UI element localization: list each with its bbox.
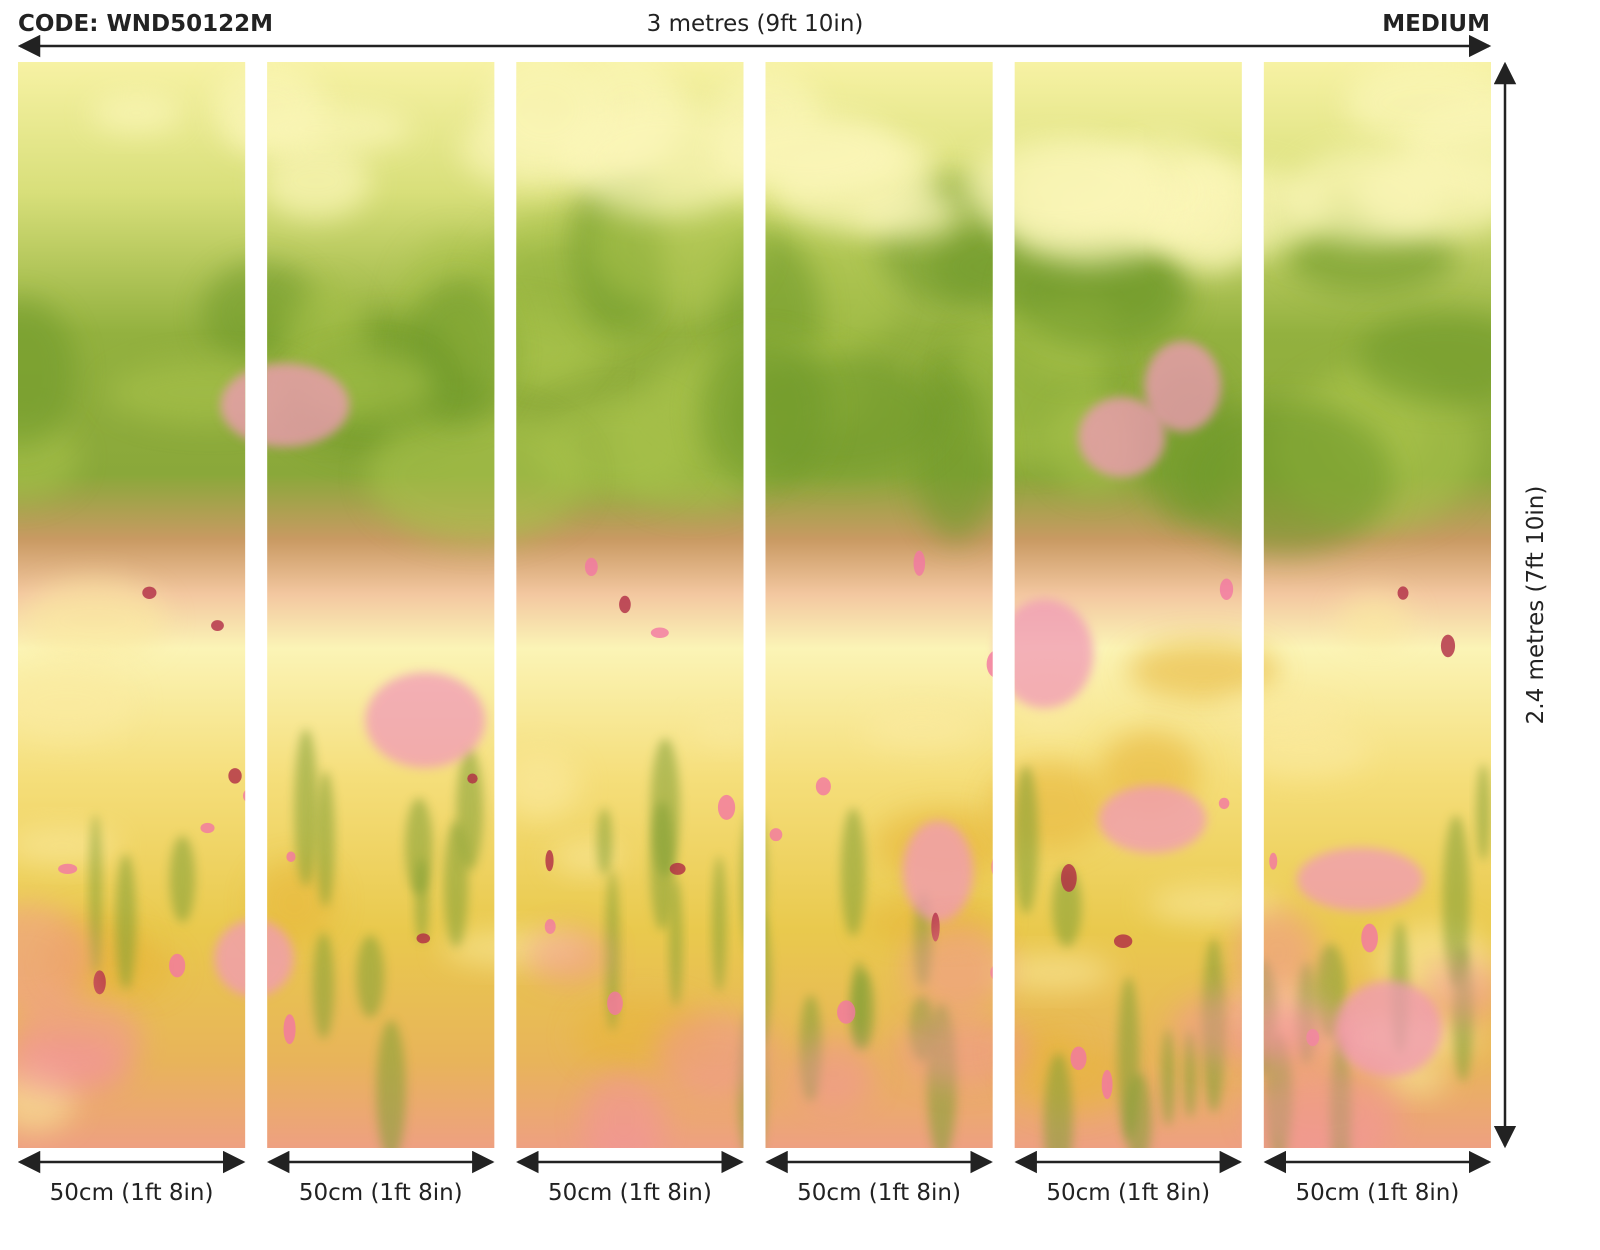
size-label: MEDIUM	[1382, 11, 1490, 37]
panel-width-label: 50cm (1ft 8in)	[1046, 1180, 1210, 1206]
wallpaper-artwork	[18, 62, 1492, 1148]
panel-width-label: 50cm (1ft 8in)	[548, 1180, 712, 1206]
product-code: CODE: WND50122M	[18, 11, 273, 37]
total-height: 2.4 metres (7ft 10in)	[1523, 486, 1549, 725]
panel-width-label: 50cm (1ft 8in)	[797, 1180, 961, 1206]
total-width: 3 metres (9ft 10in)	[647, 11, 864, 37]
panel-width-label: 50cm (1ft 8in)	[299, 1180, 463, 1206]
panel-width-label: 50cm (1ft 8in)	[1295, 1180, 1459, 1206]
panel-width-label: 50cm (1ft 8in)	[50, 1180, 214, 1206]
